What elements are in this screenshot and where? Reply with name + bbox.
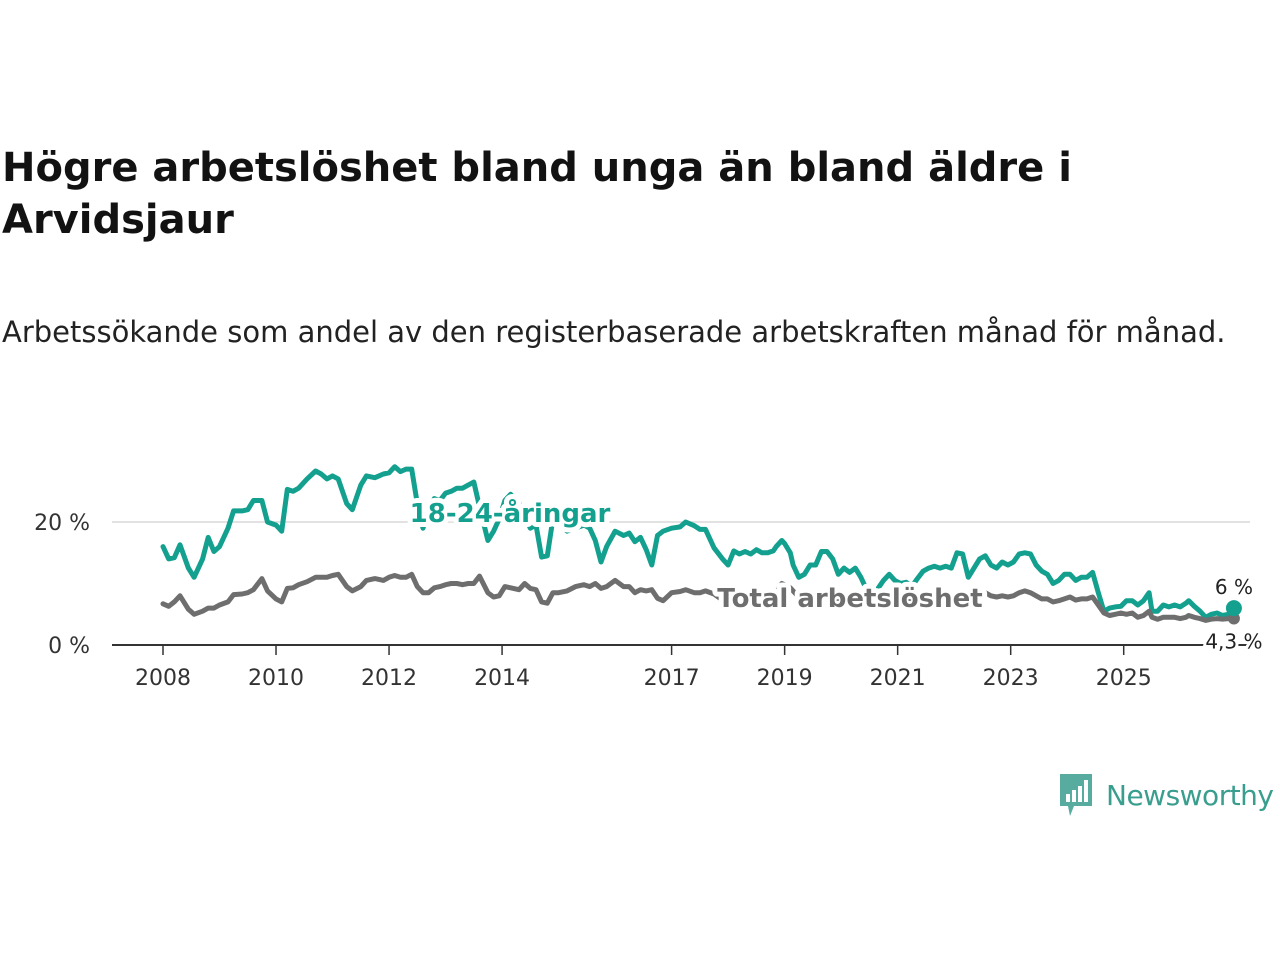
end-value-total: 4,3 % bbox=[1205, 630, 1262, 654]
newsworthy-logo: Newsworthy bbox=[1058, 772, 1274, 818]
x-tick-label: 2023 bbox=[983, 666, 1039, 691]
end-value-youth: 6 % bbox=[1215, 575, 1253, 599]
brand-name: Newsworthy bbox=[1106, 778, 1274, 812]
chart-subtitle: Arbetssökande som andel av den registerb… bbox=[2, 315, 1226, 349]
series-lines bbox=[160, 464, 1237, 623]
x-tick-label: 2010 bbox=[248, 666, 304, 691]
x-tick-label: 2019 bbox=[757, 666, 813, 691]
bar-chart-icon bbox=[1060, 774, 1092, 816]
x-tick-label: 2012 bbox=[361, 666, 417, 691]
series-label-youth: 18-24-åringar bbox=[410, 497, 611, 529]
chart-title: Högre arbetslöshet bland unga än bland ä… bbox=[2, 145, 1072, 243]
end-point-total bbox=[1227, 612, 1240, 625]
x-tick-label: 2014 bbox=[474, 666, 530, 691]
series-label-total: Total arbetslöshet bbox=[717, 584, 982, 614]
x-tick-label: 2021 bbox=[870, 666, 926, 691]
y-tick-label: 20 % bbox=[34, 511, 90, 536]
axis-ticks: 0 % 20 % 2008 2010 2012 2014 2017 2019 2021 2023 2… bbox=[34, 511, 1152, 691]
x-tick-label: 2008 bbox=[135, 666, 191, 691]
y-tick-label: 0 % bbox=[48, 634, 90, 659]
series-labels: 18-24-åringar Total arbetslöshet 6 % 4,3 % bbox=[405, 492, 1266, 657]
grid-lines bbox=[112, 521, 1250, 646]
series-line-youth bbox=[160, 464, 1237, 620]
x-tick-label: 2017 bbox=[644, 666, 700, 691]
end-point-youth bbox=[1225, 600, 1242, 617]
x-tick-label: 2025 bbox=[1096, 666, 1152, 691]
series-line-total bbox=[160, 571, 1237, 623]
